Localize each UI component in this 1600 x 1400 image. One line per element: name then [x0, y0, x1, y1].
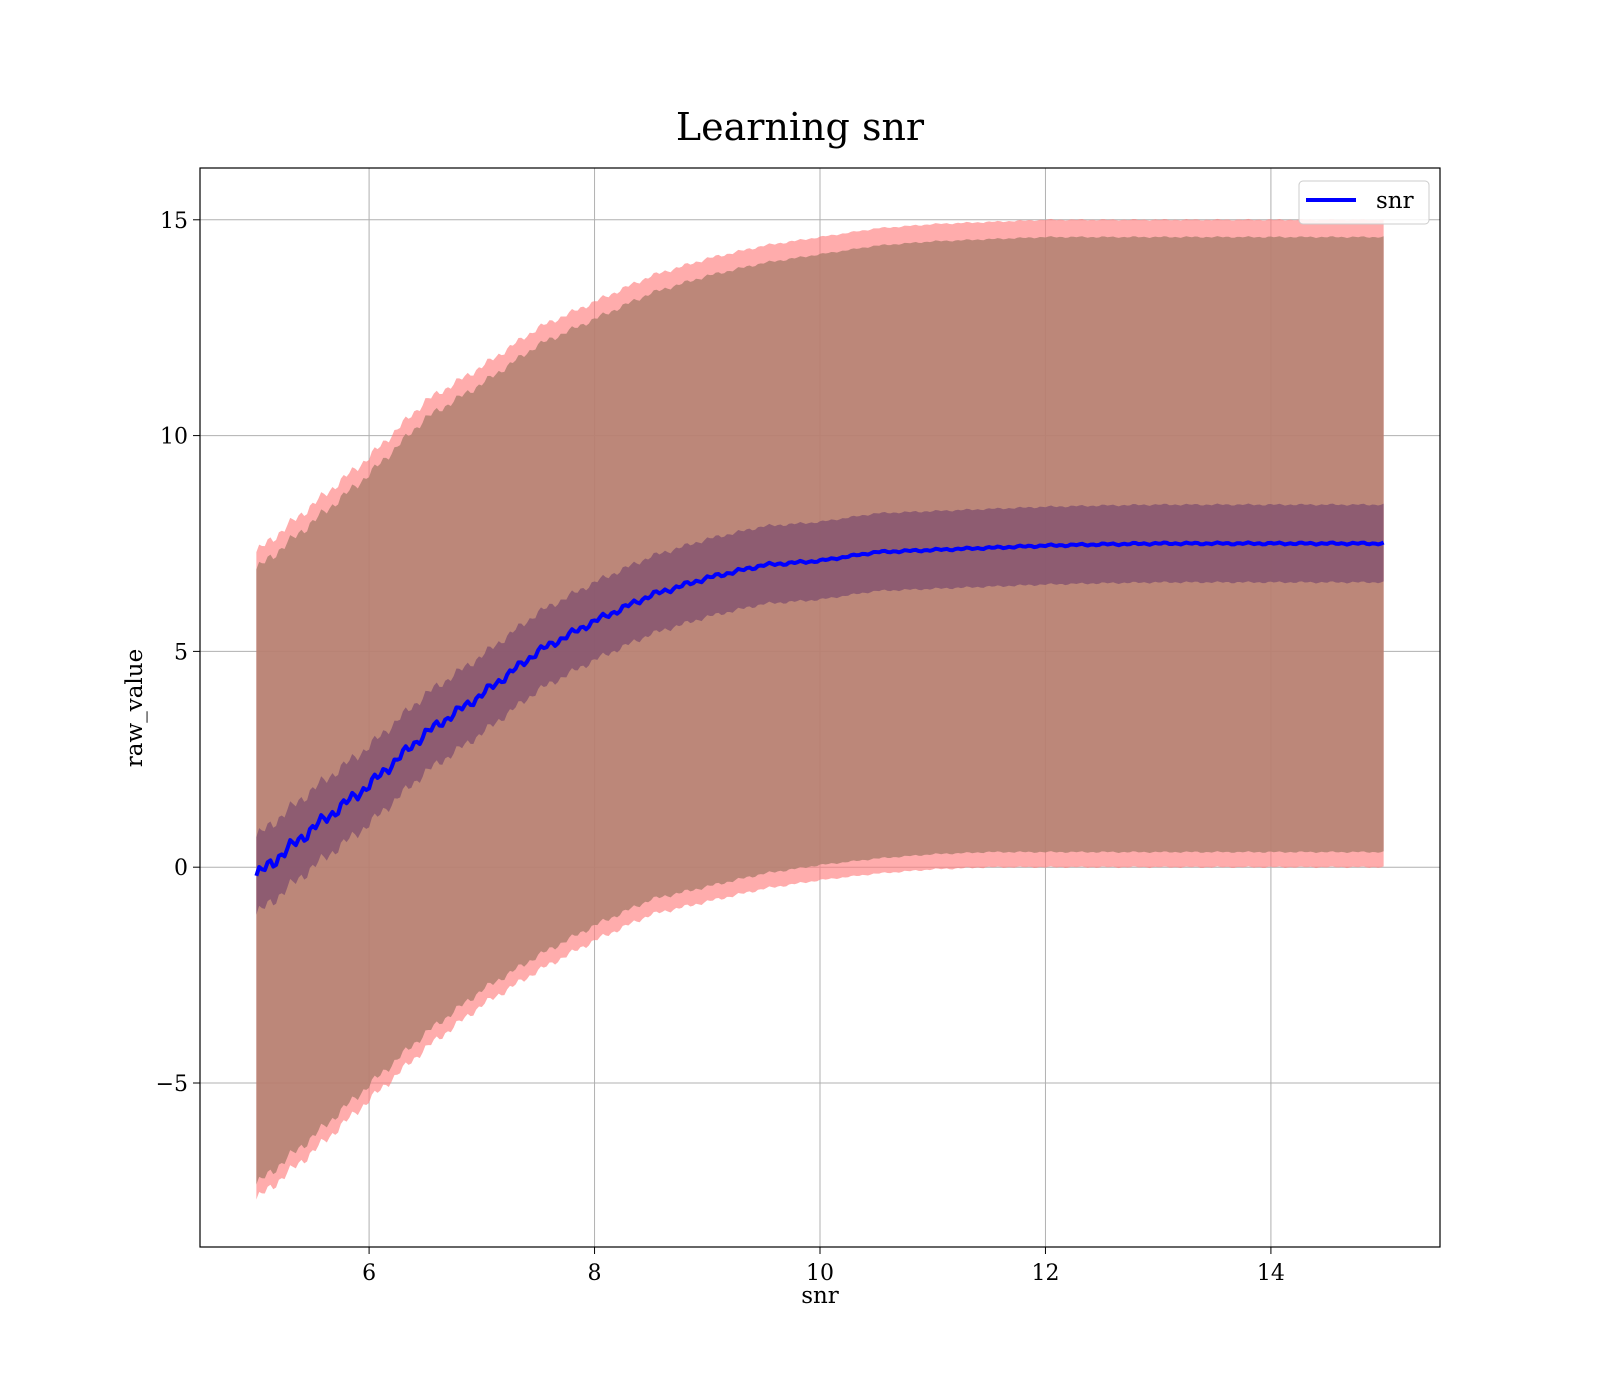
legend-box: [1298, 180, 1430, 225]
line-layer: [254, 540, 1385, 877]
y-tick-label: 5: [174, 640, 188, 665]
x-tick-label: 6: [362, 1261, 376, 1286]
y-axis-label: raw_value: [122, 649, 148, 767]
x-tick-label: 14: [1257, 1261, 1285, 1286]
middle-band: [256, 236, 1384, 1185]
x-tick-label: 12: [1031, 1261, 1059, 1286]
y-tick-label: 10: [160, 425, 188, 450]
plot-area: [199, 167, 1441, 1248]
x-tick-label: 8: [588, 1261, 602, 1286]
legend: snr: [1298, 180, 1430, 225]
chart-title: Learning snr: [676, 105, 925, 149]
x-tick-label: 10: [806, 1261, 834, 1286]
y-axis-ticks: −5 0 5 10 15: [156, 209, 200, 1097]
legend-label-snr: snr: [1376, 188, 1414, 214]
series-line-snr: [254, 540, 1385, 877]
x-axis-ticks: 6 8 10 12 14: [362, 1247, 1285, 1286]
y-tick-label: 15: [160, 209, 188, 234]
y-tick-label: −5: [156, 1072, 188, 1097]
x-axis-label: snr: [801, 1283, 839, 1309]
y-tick-label: 0: [174, 856, 188, 881]
